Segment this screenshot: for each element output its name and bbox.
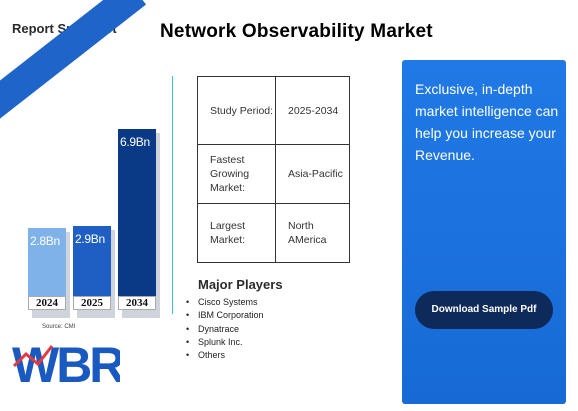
major-players-heading: Major Players <box>198 277 283 292</box>
bar-year-label: 2024 <box>28 296 66 310</box>
bar-2034 <box>118 129 156 296</box>
list-item: Cisco Systems <box>186 296 264 310</box>
table-row: Fastest Growing Market: Asia-Pacific <box>197 144 350 204</box>
page-title: Network Observability Market <box>160 21 433 42</box>
promo-panel: Exclusive, in-depth market intelligence … <box>402 60 566 404</box>
chart-source: Source: CMI <box>42 324 76 330</box>
bar-2025 <box>73 226 111 296</box>
list-item: Dynatrace <box>186 323 264 337</box>
wbri-logo: WBRI <box>12 336 136 393</box>
table-value: Asia-Pacific <box>275 144 350 204</box>
list-item: Splunk Inc. <box>186 336 264 350</box>
bar-value-label: 6.9Bn <box>120 135 150 149</box>
market-size-chart: CAGR: 10.8% 2.8Bn 2024 2.9Bn 2025 6.9Bn 2034 <box>0 0 170 320</box>
section-divider <box>172 76 173 314</box>
table-key: Fastest Growing Market: <box>197 144 276 204</box>
cagr-banner <box>0 0 147 128</box>
cagr-label: CAGR: 10.8% <box>36 92 119 162</box>
table-row: Study Period: 2025-2034 <box>197 76 350 145</box>
market-info-table: Study Period: 2025-2034 Fastest Growing … <box>197 76 350 263</box>
promo-text: Exclusive, in-depth market intelligence … <box>415 81 559 163</box>
bar-year-label: 2034 <box>118 296 156 310</box>
table-value: 2025-2034 <box>275 76 350 145</box>
list-item: Others <box>186 349 264 363</box>
table-value: North AMerica <box>275 203 350 263</box>
table-row: Largest Market: North AMerica <box>197 203 350 263</box>
list-item: IBM Corporation <box>186 309 264 323</box>
bar-year-label: 2025 <box>73 296 111 310</box>
svg-text:WBRI: WBRI <box>12 337 120 388</box>
table-key: Largest Market: <box>197 203 276 263</box>
bar-value-label: 2.9Bn <box>75 232 105 246</box>
table-key: Study Period: <box>197 76 276 145</box>
bar-2024 <box>28 228 66 296</box>
download-sample-button[interactable]: Download Sample Pdf <box>415 291 553 329</box>
major-players-list: Cisco Systems IBM Corporation Dynatrace … <box>186 296 264 363</box>
bar-value-label: 2.8Bn <box>30 234 60 248</box>
